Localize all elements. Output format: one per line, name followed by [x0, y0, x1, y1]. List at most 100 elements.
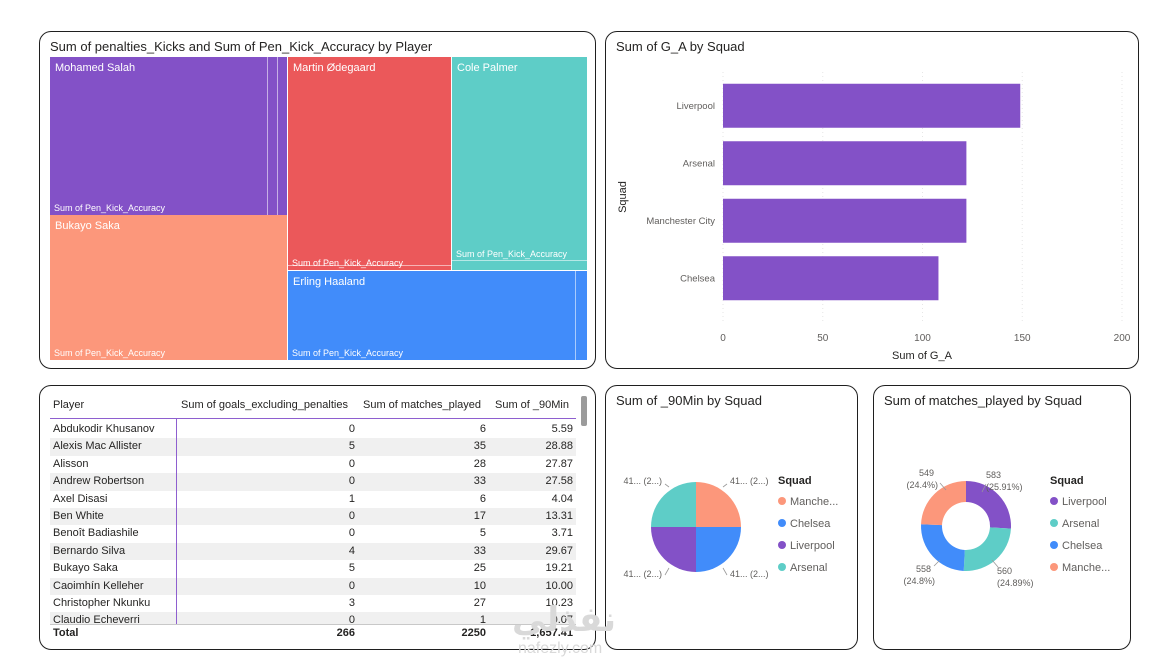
pie-legend-title: Squad [778, 475, 812, 487]
treemap-cell-label: Bukayo Saka [55, 220, 120, 232]
treemap-title: Sum of penalties_Kicks and Sum of Pen_Ki… [50, 39, 433, 54]
y-tick-label: Liverpool [676, 101, 715, 112]
treemap-cell-bukayo-saka[interactable]: Bukayo Saka Sum of Pen_Kick_Accuracy [50, 215, 287, 360]
pie-legend-item[interactable]: Chelsea [778, 518, 830, 530]
header-underline [50, 418, 576, 419]
slice-leader-line [991, 559, 999, 568]
treemap-visual[interactable]: Sum of penalties_Kicks and Sum of Pen_Ki… [39, 31, 596, 369]
table-row[interactable]: Andrew Robertson 0 33 27.58 [50, 473, 576, 491]
cell-90min: 29.67 [545, 544, 573, 557]
donut-chart-visual[interactable]: Sum of matches_played by Squad 583 (25.91… [873, 385, 1131, 650]
treemap-cell-erling-haaland[interactable]: Erling Haaland Sum of Pen_Kick_Accuracy [288, 271, 587, 360]
cell-90min: 10.00 [545, 579, 573, 592]
legend-dot-icon [778, 519, 786, 527]
slice[interactable] [651, 482, 696, 527]
data-table-visual[interactable]: Player Sum of goals_excluding_penalties … [39, 385, 596, 650]
cell-player: Claudio Echeverri [53, 614, 140, 627]
legend-label: Chelsea [1062, 540, 1103, 552]
cell-90min: 13.31 [545, 510, 573, 522]
legend-dot-icon [778, 541, 786, 549]
slice[interactable] [696, 527, 741, 572]
pie-legend-item[interactable]: Manche... [778, 496, 838, 508]
cell-player: Caoimhín Kelleher [53, 579, 144, 592]
pie-chart-title: Sum of _90Min by Squad [616, 393, 762, 408]
slice-leader-line [939, 482, 947, 491]
cell-player: Benoît Badiashile [53, 527, 139, 540]
donut-legend-item[interactable]: Chelsea [1050, 540, 1102, 552]
slice-value-label: 560 [997, 566, 1012, 576]
slice[interactable] [696, 482, 741, 527]
donut-chart-plot: 583 (25.91%) 560 (24.89%) 558 (24.8%) 549 (24.4… [903, 468, 1033, 588]
donut-legend-item[interactable]: Arsenal [1050, 518, 1099, 530]
column-divider [176, 418, 177, 642]
legend-dot-icon [778, 563, 786, 571]
slice[interactable] [966, 481, 1011, 529]
cell-player: Bernardo Silva [53, 544, 126, 557]
x-tick-label: 200 [1114, 333, 1131, 344]
treemap-cell-label: Mohamed Salah [55, 62, 136, 74]
cell-matches: 5 [479, 527, 486, 540]
cell-player: Alisson [53, 457, 89, 470]
cell-goals: 0 [348, 614, 355, 627]
table-row[interactable]: Caoimhín Kelleher 0 10 10.00 [50, 577, 576, 595]
cell-goals: 0 [348, 457, 355, 470]
pie-legend-item[interactable]: Arsenal [778, 562, 827, 574]
y-tick-label: Arsenal [683, 158, 715, 169]
donut-chart-title: Sum of matches_played by Squad [884, 393, 1083, 408]
legend-label: Arsenal [790, 562, 828, 574]
slice-leader-line [664, 483, 670, 488]
x-tick-label: 0 [720, 333, 726, 344]
cell-goals: 5 [348, 440, 355, 453]
table-row[interactable]: Bukayo Saka 5 25 19.21 [50, 560, 576, 577]
cell-90min: 4.04 [551, 492, 573, 505]
cell-90min: 19.21 [545, 562, 573, 575]
treemap-cell-mohamed-salah[interactable]: Mohamed Salah Sum of Pen_Kick_Accuracy [50, 57, 287, 215]
treemap-cell-sublabel: Sum of Pen_Kick_Accuracy [292, 348, 404, 358]
slice[interactable] [921, 524, 965, 571]
cell-90min: 5.59 [551, 423, 573, 435]
table-row[interactable]: Christopher Nkunku 3 27 10.23 [50, 595, 576, 612]
table-row[interactable]: Axel Disasi 1 6 4.04 [50, 491, 576, 508]
bar[interactable] [723, 83, 1021, 128]
cell-player: Bukayo Saka [53, 562, 118, 575]
bar[interactable] [723, 256, 939, 301]
pie-chart-visual[interactable]: Sum of _90Min by Squad 41... (2...) 41...… [605, 385, 858, 650]
column-header-matches[interactable]: Sum of matches_played [363, 399, 482, 411]
cell-matches: 27 [473, 597, 486, 609]
cell-player: Ben White [53, 510, 104, 522]
column-header-90min[interactable]: Sum of _90Min [495, 399, 569, 411]
treemap-cell-sublabel: Sum of Pen_Kick_Accuracy [292, 258, 404, 268]
cell-goals: 0 [348, 527, 355, 540]
cell-goals: 1 [348, 492, 355, 505]
cell-90min: 27.58 [545, 475, 573, 488]
slice[interactable] [921, 481, 966, 526]
bar[interactable] [723, 141, 967, 186]
pie-legend-item[interactable]: Liverpool [778, 540, 835, 552]
table-total-row: Total 266 2250 1,657.41 [50, 624, 576, 644]
donut-legend-item[interactable]: Manche... [1050, 562, 1110, 574]
table-row[interactable]: Ben White 0 17 13.31 [50, 508, 576, 526]
cell-matches: 35 [473, 440, 486, 453]
x-tick-label: 150 [1014, 333, 1031, 344]
treemap-cell-cole-palmer[interactable]: Cole Palmer Sum of Pen_Kick_Accuracy [452, 57, 587, 270]
legend-label: Chelsea [790, 518, 831, 530]
treemap-cell-martin-odegaard[interactable]: Martin Ødegaard Sum of Pen_Kick_Accuracy [288, 57, 451, 270]
total-matches: 2250 [461, 627, 486, 639]
column-header-goals[interactable]: Sum of goals_excluding_penalties [181, 399, 348, 411]
slice-value-label: 558 [916, 564, 931, 574]
bar[interactable] [723, 198, 967, 243]
cell-matches: 28 [473, 457, 486, 470]
column-header-player[interactable]: Player [53, 399, 85, 411]
table-row[interactable]: Alisson 0 28 27.87 [50, 456, 576, 473]
table-row[interactable]: Benoît Badiashile 0 5 3.71 [50, 525, 576, 542]
slice[interactable] [651, 527, 696, 572]
table-row[interactable]: Alexis Mac Allister 5 35 28.88 [50, 438, 576, 456]
table-row[interactable]: Bernardo Silva 4 33 29.67 [50, 542, 576, 561]
total-90min: 1,657.41 [530, 627, 573, 639]
bar-chart-visual[interactable]: Sum of G_A by Squad 0 50 100 150 200 Liverpoo… [605, 31, 1139, 369]
cell-player: Andrew Robertson [53, 475, 145, 488]
slice[interactable] [963, 527, 1011, 571]
table-row[interactable]: Abdukodir Khusanov 0 6 5.59 [50, 421, 576, 438]
donut-legend-item[interactable]: Liverpool [1050, 496, 1107, 508]
table-scrollbar[interactable] [581, 396, 587, 426]
